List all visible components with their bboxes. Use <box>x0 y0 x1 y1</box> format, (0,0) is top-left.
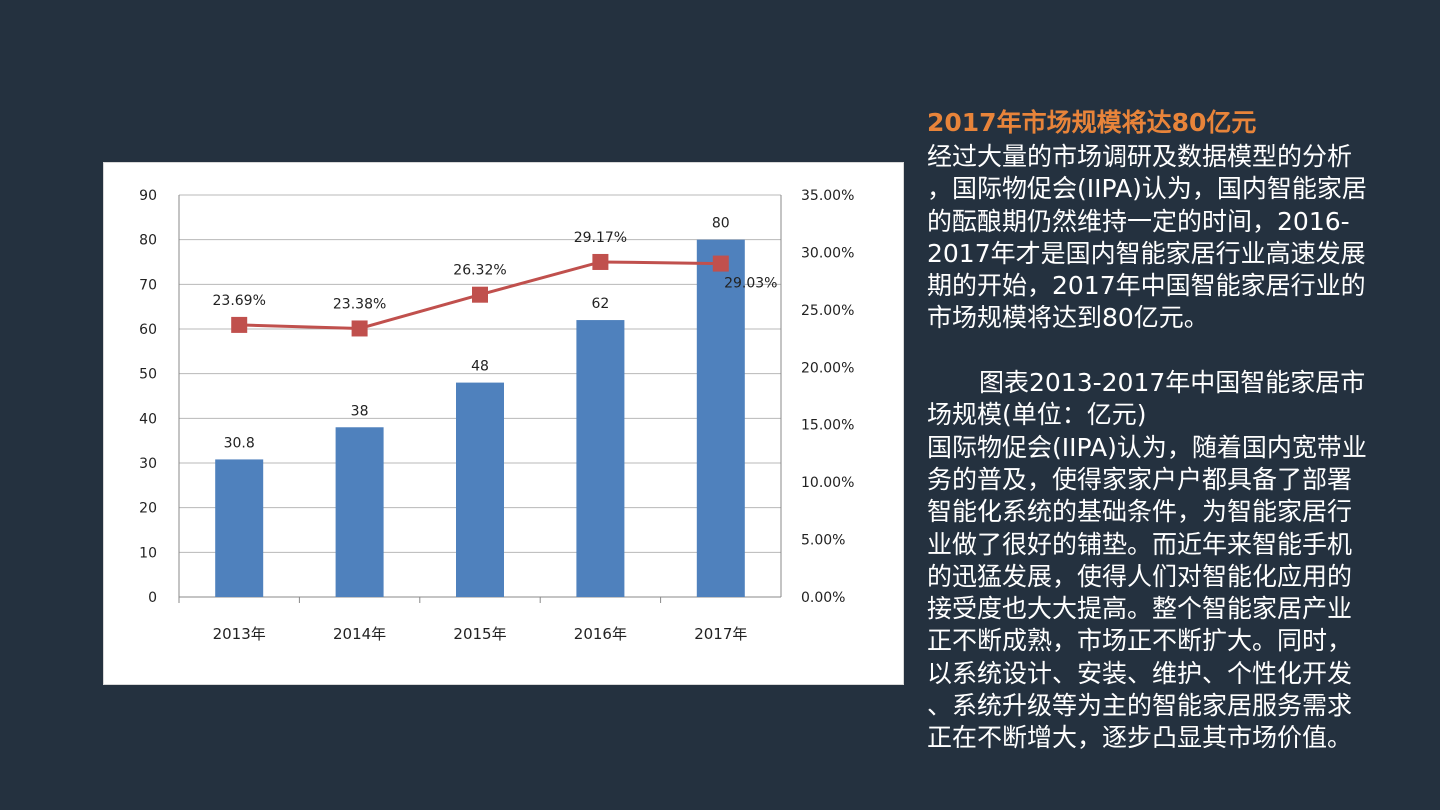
text-line: 务的普及，使得家家户户都具备了部署 <box>927 464 1353 494</box>
right-tick-label: 10.00% <box>801 475 854 491</box>
x-tick-label: 2016年 <box>574 625 627 643</box>
line-data-label: 26.32% <box>453 263 506 279</box>
text-line: 接受度也大大提高。整个智能家居产业 <box>927 594 1353 624</box>
left-tick-label: 80 <box>139 233 157 249</box>
x-tick-label: 2014年 <box>333 625 386 643</box>
right-tick-label: 35.00% <box>801 188 854 204</box>
text-line: 场规模(单位：亿元) <box>927 400 1147 430</box>
line-data-label: 23.69% <box>213 293 266 309</box>
bar <box>215 459 264 597</box>
right-tick-label: 20.00% <box>801 360 854 376</box>
x-tick-label: 2013年 <box>213 625 266 643</box>
left-tick-label: 50 <box>139 367 157 383</box>
left-tick-label: 90 <box>139 188 157 204</box>
line-marker <box>472 286 488 303</box>
x-tick-label: 2017年 <box>694 625 747 643</box>
line-data-label: 29.03% <box>724 276 777 292</box>
heading: 2017年市场规模将达80亿元 <box>927 108 1257 137</box>
text-line: 业做了很好的铺垫。而近年来智能手机 <box>927 529 1353 559</box>
line-marker <box>351 320 368 337</box>
line-marker <box>231 316 248 333</box>
bar-data-label: 38 <box>351 403 369 419</box>
text-line: 正在不断增大，逐步凸显其市场价值。 <box>927 723 1353 753</box>
right-tick-label: 5.00% <box>801 533 845 549</box>
right-tick-label: 30.00% <box>801 245 854 261</box>
text-panel: 2017年市场规模将达80亿元 经过大量的市场调研及数据模型的分析 ，国际物促会(… <box>927 107 1407 755</box>
text-line: 正不断成熟，市场正不断扩大。同时， <box>927 626 1353 656</box>
text-line: 经过大量的市场调研及数据模型的分析 <box>927 142 1353 171</box>
text-line: 国际物促会(IIPA)认为，随着国内宽带业 <box>927 432 1367 462</box>
right-tick-label: 15.00% <box>801 418 854 434</box>
left-tick-label: 70 <box>139 277 157 293</box>
right-tick-label: 25.00% <box>801 303 854 319</box>
text-line: 图表2013-2017年中国智能家居市 <box>979 368 1366 398</box>
line-marker <box>592 253 609 270</box>
paragraph-2: 图表2013-2017年中国智能家居市 场规模(单位：亿元) 国际物促会(IIPA)… <box>927 367 1407 755</box>
text-line: 、系统升级等为主的智能家居服务需求 <box>927 691 1353 721</box>
text-line: 以系统设计、安装、维护、个性化开发 <box>927 658 1353 688</box>
text-line: 的迅猛发展，使得人们对智能化应用的 <box>927 561 1353 591</box>
text-line: 2017年才是国内智能家居行业高速发展 <box>927 238 1366 268</box>
bar <box>335 427 384 597</box>
left-tick-label: 60 <box>139 322 157 338</box>
bar <box>456 382 504 597</box>
paragraph-1: 经过大量的市场调研及数据模型的分析 ，国际物促会(IIPA)认为，国内智能家居 的酝… <box>927 141 1407 335</box>
bar-data-label: 30.8 <box>224 435 255 451</box>
x-tick-label: 2015年 <box>453 625 506 643</box>
right-tick-label: 0.00% <box>801 590 845 606</box>
left-tick-label: 30 <box>139 456 157 472</box>
bar-data-label: 48 <box>471 359 489 375</box>
line-data-label: 23.38% <box>333 296 386 312</box>
line-data-label: 29.17% <box>574 230 627 246</box>
text-line: 期的开始，2017年中国智能家居行业的 <box>927 271 1366 301</box>
left-tick-label: 20 <box>139 501 157 517</box>
bar <box>576 320 625 597</box>
chart-svg: 0 10 20 30 40 50 60 70 80 90 0.00% 5.00% 10.00% 15.00… <box>139 188 854 643</box>
bar <box>696 239 745 597</box>
bar-data-label: 62 <box>591 296 609 312</box>
line-marker <box>712 255 729 272</box>
text-line: ，国际物促会(IIPA)认为，国内智能家居 <box>927 174 1367 204</box>
left-tick-label: 0 <box>148 590 157 606</box>
text-line: 智能化系统的基础条件，为智能家居行 <box>927 497 1353 527</box>
market-size-chart: 0 10 20 30 40 50 60 70 80 90 0.00% 5.00% 10.00% 15.00… <box>103 162 904 685</box>
left-tick-label: 10 <box>139 545 157 561</box>
text-line: 的酝酿期仍然维持一定的时间，2016- <box>927 206 1350 236</box>
bar-data-label: 80 <box>712 216 730 232</box>
text-line: 市场规模将达到80亿元。 <box>927 303 1209 333</box>
left-tick-label: 40 <box>139 411 157 427</box>
